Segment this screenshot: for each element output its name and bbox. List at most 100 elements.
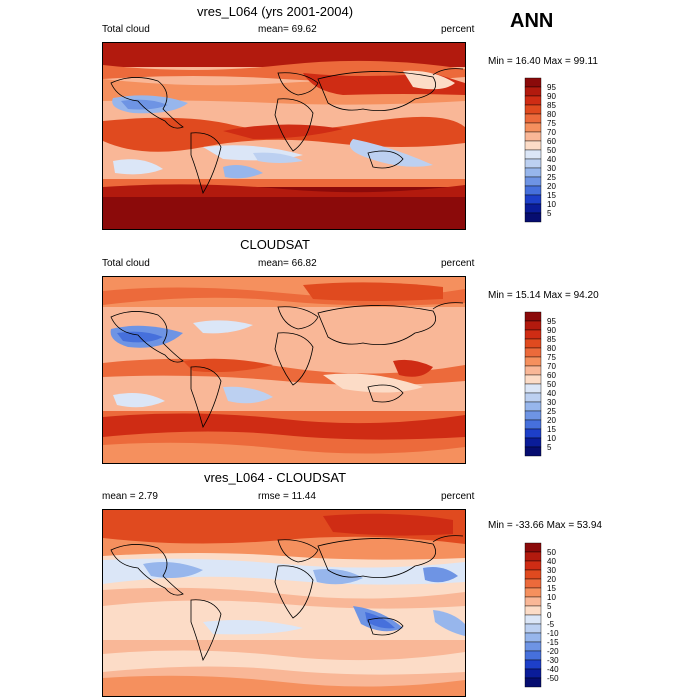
colorbar-tick-label: 5: [547, 209, 552, 218]
colorbar-tick-label: 5: [547, 443, 552, 452]
rmse-label: rmse = 11.44: [258, 491, 316, 502]
colorbar-swatch: [524, 587, 542, 598]
colorbar-tick-label: 50: [547, 380, 556, 389]
colorbar-tick-label: 85: [547, 335, 556, 344]
colorbar-swatch: [524, 311, 542, 322]
colorbar-tick-label: 25: [547, 407, 556, 416]
difference-map: [102, 509, 466, 697]
colorbar-swatch: [524, 542, 542, 553]
colorbar-tick-label: 90: [547, 326, 556, 335]
units-label: percent: [441, 258, 475, 269]
colorbar-tick-label: 80: [547, 344, 556, 353]
colorbar-swatch: [524, 401, 542, 412]
variable-label: Total cloud: [102, 258, 150, 269]
panel-title: vres_L064 - CLOUDSAT: [203, 470, 347, 485]
panel-title: CLOUDSAT: [240, 237, 310, 252]
colorbar-tick-label: -50: [547, 674, 559, 683]
colorbar-tick-label: 20: [547, 416, 556, 425]
colorbar-swatch: [524, 167, 542, 178]
units-label: percent: [441, 24, 475, 35]
colorbar-swatch: [524, 374, 542, 385]
colorbar-tick-label: 75: [547, 119, 556, 128]
colorbar-swatch: [524, 596, 542, 607]
colorbar-tick-label: 20: [547, 575, 556, 584]
min-max-label: Min = 15.14 Max = 94.20: [488, 290, 599, 301]
colorbar-tick-label: 95: [547, 317, 556, 326]
colorbar-swatch: [524, 428, 542, 439]
colorbar-swatch: [524, 320, 542, 331]
colorbar-tick-label: 5: [547, 602, 552, 611]
colorbar-swatch: [524, 410, 542, 421]
colorbar: 95 90 85 80 75 70 60 50 40 30 25 20 15 10 5: [524, 77, 585, 228]
colorbar-tick-label: 95: [547, 83, 556, 92]
mean-label: mean= 69.62: [258, 24, 317, 35]
colorbar-swatch: [524, 77, 542, 88]
cloud-map: [102, 42, 466, 230]
colorbar-tick-label: 30: [547, 398, 556, 407]
colorbar-swatch: [524, 614, 542, 625]
colorbar-swatch: [524, 668, 542, 679]
colorbar-tick-label: -10: [547, 629, 559, 638]
mean-label: mean= 66.82: [258, 258, 317, 269]
colorbar-swatch: [524, 578, 542, 589]
colorbar-tick-label: 15: [547, 191, 556, 200]
min-max-label: Min = 16.40 Max = 99.11: [488, 56, 598, 67]
colorbar-tick-label: -20: [547, 647, 559, 656]
colorbar-swatch: [524, 122, 542, 133]
colorbar-tick-label: 90: [547, 92, 556, 101]
colorbar-tick-label: 30: [547, 164, 556, 173]
colorbar-swatch: [524, 338, 542, 349]
colorbar-swatch: [524, 329, 542, 340]
panel-title: vres_L064 (yrs 2001-2004): [196, 4, 354, 19]
colorbar-tick-label: 70: [547, 362, 556, 371]
colorbar-tick-label: 70: [547, 128, 556, 137]
colorbar-tick-label: -15: [547, 638, 559, 647]
units-label: percent: [441, 491, 475, 502]
colorbar-tick-label: 15: [547, 425, 556, 434]
colorbar-swatch: [524, 419, 542, 430]
colorbar-swatch: [524, 104, 542, 115]
colorbar-tick-label: 50: [547, 548, 556, 557]
colorbar-tick-label: 10: [547, 593, 556, 602]
colorbar-swatch: [524, 677, 542, 688]
colorbar-swatch: [524, 365, 542, 376]
cloud-map: [102, 276, 466, 464]
colorbar-swatch: [524, 383, 542, 394]
colorbar-swatch: [524, 605, 542, 616]
colorbar-tick-label: 40: [547, 155, 556, 164]
colorbar-tick-label: 0: [547, 611, 552, 620]
colorbar-swatch: [524, 446, 542, 457]
colorbar-tick-label: 40: [547, 389, 556, 398]
colorbar: 95 90 85 80 75 70 60 50 40 30 25 20 15 10 5: [524, 311, 585, 462]
colorbar-tick-label: 10: [547, 200, 556, 209]
colorbar-swatch: [524, 437, 542, 448]
colorbar-swatch: [524, 194, 542, 205]
colorbar: 50 40 30 20 15 10 5 0 -5 -10 -15 -20 -30 -40 -50: [524, 542, 585, 693]
colorbar-swatch: [524, 149, 542, 160]
colorbar-swatch: [524, 176, 542, 187]
colorbar-swatch: [524, 95, 542, 106]
variable-label: Total cloud: [102, 24, 150, 35]
colorbar-swatch: [524, 86, 542, 97]
colorbar-tick-label: -5: [547, 620, 555, 629]
colorbar-tick-label: 25: [547, 173, 556, 182]
colorbar-tick-label: 85: [547, 101, 556, 110]
colorbar-swatch: [524, 623, 542, 634]
colorbar-swatch: [524, 569, 542, 580]
colorbar-swatch: [524, 347, 542, 358]
colorbar-swatch: [524, 356, 542, 367]
colorbar-swatch: [524, 650, 542, 661]
colorbar-swatch: [524, 158, 542, 169]
colorbar-swatch: [524, 203, 542, 214]
season-label: ANN: [510, 10, 554, 32]
colorbar-swatch: [524, 551, 542, 562]
colorbar-swatch: [524, 113, 542, 124]
colorbar-tick-label: 75: [547, 353, 556, 362]
colorbar-tick-label: 50: [547, 146, 556, 155]
colorbar-swatch: [524, 131, 542, 142]
colorbar-swatch: [524, 212, 542, 223]
colorbar-tick-label: 40: [547, 557, 556, 566]
colorbar-tick-label: -40: [547, 665, 559, 674]
colorbar-tick-label: 60: [547, 137, 556, 146]
colorbar-swatch: [524, 392, 542, 403]
